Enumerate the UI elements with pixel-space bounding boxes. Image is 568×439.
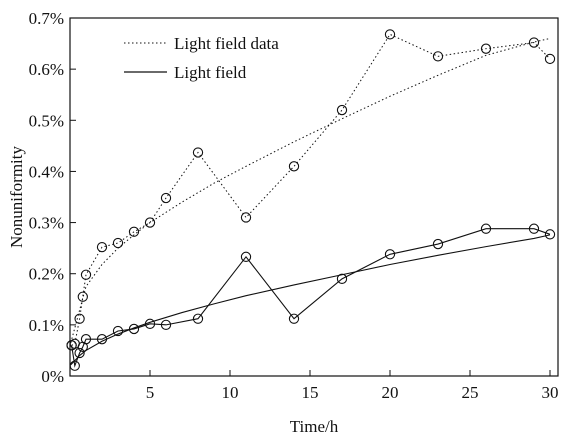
data-point (432, 51, 444, 62)
data-point (336, 104, 348, 116)
data-point (77, 291, 88, 302)
data-point (384, 29, 396, 40)
x-axis-label: Time/h (290, 417, 339, 436)
data-point (112, 237, 124, 249)
data-point (192, 313, 204, 324)
x-tick-label: 10 (222, 383, 239, 402)
data-point (432, 238, 444, 250)
data-point (96, 334, 108, 345)
series-layer (70, 33, 551, 368)
data-point (144, 318, 156, 329)
data-point (544, 229, 556, 240)
y-axis-ticks: 0% 0.1% 0.2% 0.3% 0.4% 0.5% 0.6% 0.7% (29, 9, 76, 386)
data-point (128, 323, 140, 335)
data-point (528, 223, 540, 234)
y-tick-label: 0.3% (29, 214, 64, 233)
data-point (288, 313, 300, 324)
data-point (66, 340, 77, 351)
x-tick-label: 20 (382, 383, 399, 402)
data-point (240, 251, 252, 262)
data-point (192, 147, 204, 158)
data-point (112, 325, 124, 337)
data-point (144, 217, 156, 228)
y-tick-label: 0.6% (29, 60, 64, 79)
x-tick-label: 30 (542, 383, 559, 402)
y-axis-label: Nonuniformity (7, 146, 26, 248)
data-point (160, 192, 172, 204)
y-tick-label: 0.2% (29, 265, 64, 284)
data-point (80, 334, 92, 345)
data-point (384, 249, 396, 260)
data-point (480, 43, 492, 54)
series-line-2 (71, 228, 551, 368)
series-line-1 (70, 37, 551, 343)
data-point (80, 269, 92, 280)
series-line-0 (71, 33, 551, 346)
data-point (128, 226, 140, 237)
data-point (240, 212, 252, 223)
data-point (336, 273, 348, 284)
y-tick-label: 0.1% (29, 316, 64, 335)
plot-frame (69, 17, 559, 377)
data-point (528, 37, 540, 48)
x-axis-ticks: 5 10 15 20 25 30 (146, 370, 559, 402)
data-point (74, 313, 85, 324)
legend-label-light-field-data: Light field data (174, 34, 279, 53)
legend: Light field data Light field (124, 34, 279, 82)
y-tick-label: 0.7% (29, 9, 64, 28)
data-point (544, 53, 556, 65)
data-point (96, 241, 108, 253)
data-point (69, 360, 80, 371)
marker-layer (66, 29, 556, 371)
y-tick-label: 0.5% (29, 111, 64, 130)
data-point (480, 223, 492, 234)
data-point (160, 319, 172, 331)
legend-label-light-field: Light field (174, 63, 247, 82)
x-tick-label: 15 (302, 383, 319, 402)
y-tick-label: 0.4% (29, 162, 64, 181)
data-point (288, 161, 300, 172)
x-tick-label: 5 (146, 383, 155, 402)
series-line-3 (70, 234, 551, 366)
y-tick-label: 0% (41, 367, 64, 386)
x-tick-label: 25 (462, 383, 479, 402)
data-point (74, 347, 85, 359)
